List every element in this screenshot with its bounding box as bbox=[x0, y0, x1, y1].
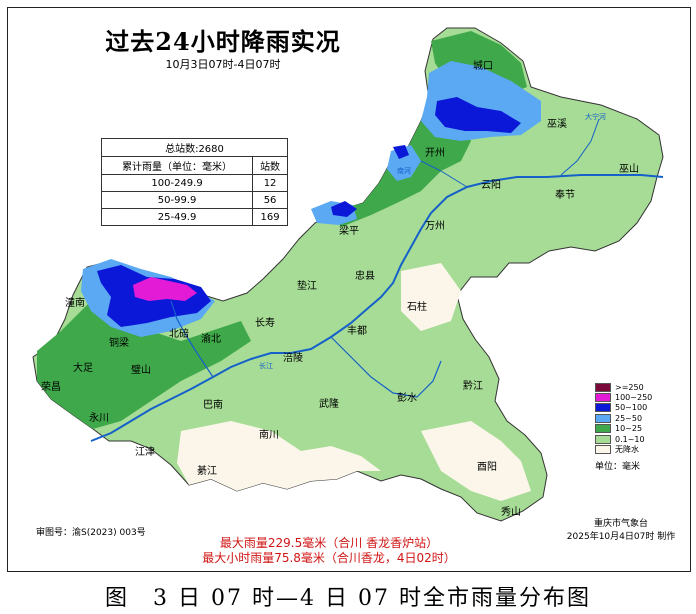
legend-swatch bbox=[595, 445, 611, 455]
legend-item: >=250 bbox=[595, 382, 652, 392]
agency-name: 重庆市气象台 bbox=[593, 519, 648, 529]
stats-count: 56 bbox=[252, 191, 288, 209]
jialing-river bbox=[170, 300, 214, 378]
label-beibei: 北碚 bbox=[169, 327, 189, 340]
legend-swatch bbox=[595, 424, 611, 434]
rain-25-50-north bbox=[387, 145, 421, 181]
chongqing-boundary bbox=[32, 27, 664, 522]
label-zhongxian: 忠县 bbox=[355, 270, 375, 282]
no-rain-area-southeast bbox=[421, 421, 531, 501]
label-fengdu: 丰都 bbox=[347, 324, 367, 337]
rain-50-100-liangping bbox=[331, 201, 357, 217]
legend-swatch bbox=[595, 403, 611, 413]
legend-label: 25~50 bbox=[615, 413, 643, 423]
figure-caption: 图 3 日 07 时—4 日 07 时全市雨量分布图 bbox=[105, 586, 591, 611]
rain-50-100-northeast bbox=[435, 97, 521, 133]
stats-range: 50-99.9 bbox=[100, 191, 254, 209]
yangtze-river bbox=[90, 174, 664, 442]
label-yunyang: 云阳 bbox=[481, 179, 501, 191]
label-fengjie: 奉节 bbox=[555, 188, 575, 201]
label-changshou: 长寿 bbox=[255, 316, 275, 329]
legend-swatch bbox=[595, 393, 611, 403]
label-nanchuan: 南川 bbox=[259, 428, 279, 441]
nan-river bbox=[420, 160, 468, 188]
label-dianjiang: 垫江 bbox=[297, 279, 317, 292]
wu-river bbox=[330, 336, 442, 398]
legend-swatch bbox=[595, 382, 611, 392]
label-yubei: 渝北 bbox=[201, 332, 221, 345]
label-banan: 巴南 bbox=[203, 398, 223, 411]
label-qianjiang: 黔江 bbox=[463, 379, 483, 392]
stats-count: 12 bbox=[252, 174, 288, 192]
made-time: 2025年10月4日07时 制作 bbox=[566, 532, 676, 542]
stats-col-count: 站数 bbox=[252, 156, 288, 175]
label-yangtze: 长江 bbox=[259, 361, 273, 370]
legend-swatch bbox=[595, 413, 611, 423]
label-tongliang: 铜梁 bbox=[109, 336, 129, 349]
label-shizhu: 石柱 bbox=[407, 300, 427, 313]
legend-swatch bbox=[595, 434, 611, 444]
daning-river bbox=[560, 118, 600, 176]
rain-50-100-north bbox=[393, 145, 409, 159]
legend-item: 0.1~10 bbox=[595, 434, 652, 444]
rain-100-250-hechuan bbox=[133, 277, 197, 301]
legend-label: 50~100 bbox=[615, 403, 648, 413]
legend-unit: 单位：毫米 bbox=[595, 461, 641, 472]
rainfall-map: 城口 巫溪 开州 云阳 奉节 巫山 梁平 万州 忠县 垫江 石柱 潼南 铜梁 北… bbox=[32, 27, 664, 522]
legend-label: 无降水 bbox=[615, 445, 639, 455]
no-rain-area-south bbox=[177, 421, 381, 491]
label-yongchuan: 永川 bbox=[89, 411, 109, 424]
label-jiangjin: 江津 bbox=[135, 446, 155, 458]
max-rainfall-text: 最大雨量229.5毫米（合川 香龙香炉站） bbox=[219, 536, 439, 550]
label-youyang: 酉阳 bbox=[477, 461, 497, 473]
label-rongchang: 荣昌 bbox=[41, 381, 61, 393]
label-kaizhou: 开州 bbox=[425, 147, 445, 159]
station-stats-table: 总站数:2680 累计雨量（单位：毫米） 站数 100-249.9 12 50-… bbox=[100, 138, 288, 226]
map-frame: 城口 巫溪 开州 云阳 奉节 巫山 梁平 万州 忠县 垫江 石柱 潼南 铜梁 北… bbox=[7, 7, 691, 572]
legend-item: 10~25 bbox=[595, 424, 652, 434]
label-wanzhou: 万州 bbox=[425, 220, 445, 232]
label-dazu: 大足 bbox=[73, 361, 93, 374]
legend-item: 25~50 bbox=[595, 413, 652, 423]
label-liangping: 梁平 bbox=[339, 224, 359, 237]
label-chengkou: 城口 bbox=[473, 60, 493, 72]
table-row: 50-99.9 56 bbox=[100, 191, 288, 209]
legend-item: 100~250 bbox=[595, 392, 653, 403]
label-bishan: 璧山 bbox=[131, 363, 151, 376]
legend-label: 10~25 bbox=[615, 424, 643, 434]
label-wulong: 武隆 bbox=[319, 397, 339, 410]
label-pengshui: 彭水 bbox=[397, 391, 417, 404]
legend-label: >=250 bbox=[615, 382, 644, 392]
rain-10-25-west bbox=[37, 301, 251, 429]
label-fuling: 涪陵 bbox=[283, 351, 303, 364]
table-row: 100-249.9 12 bbox=[100, 174, 288, 192]
label-qijiang: 綦江 bbox=[197, 464, 217, 477]
label-tongnan: 潼南 bbox=[65, 296, 85, 309]
rainfall-legend: >=250 100~250 50~100 25~50 10~25 0.1~10 … bbox=[595, 382, 652, 472]
legend-label: 100~250 bbox=[615, 393, 653, 403]
stats-col-range: 累计雨量（单位：毫米） bbox=[100, 156, 254, 175]
label-wushan: 巫山 bbox=[619, 163, 639, 175]
stats-total: 总站数:2680 bbox=[101, 138, 288, 157]
no-rain-area-east bbox=[401, 263, 461, 331]
map-approval-number: 审图号：渝S(2023) 003号 bbox=[36, 528, 146, 538]
table-row: 25-49.9 169 bbox=[100, 208, 288, 226]
label-nan-river: 南河 bbox=[397, 166, 411, 175]
label-xiushan: 秀山 bbox=[501, 506, 521, 518]
label-wuxi: 巫溪 bbox=[547, 118, 567, 130]
agency-block: 重庆市气象台 2025年10月4日07时 制作 bbox=[566, 516, 676, 542]
label-daning-river: 大宁河 bbox=[585, 112, 606, 121]
legend-label: 0.1~10 bbox=[615, 434, 645, 444]
stats-range: 100-249.9 bbox=[100, 174, 254, 192]
map-subtitle: 10月3日07时-4日07时 bbox=[165, 58, 281, 71]
map-title: 过去24小时降雨实况 bbox=[105, 27, 341, 56]
stats-count: 169 bbox=[252, 208, 288, 226]
stats-range: 25-49.9 bbox=[100, 208, 254, 226]
max-hourly-rainfall-text: 最大小时雨量75.8毫米（合川香龙，4日02时） bbox=[202, 551, 456, 565]
legend-item: 50~100 bbox=[595, 403, 652, 413]
legend-item: 无降水 bbox=[595, 444, 652, 454]
